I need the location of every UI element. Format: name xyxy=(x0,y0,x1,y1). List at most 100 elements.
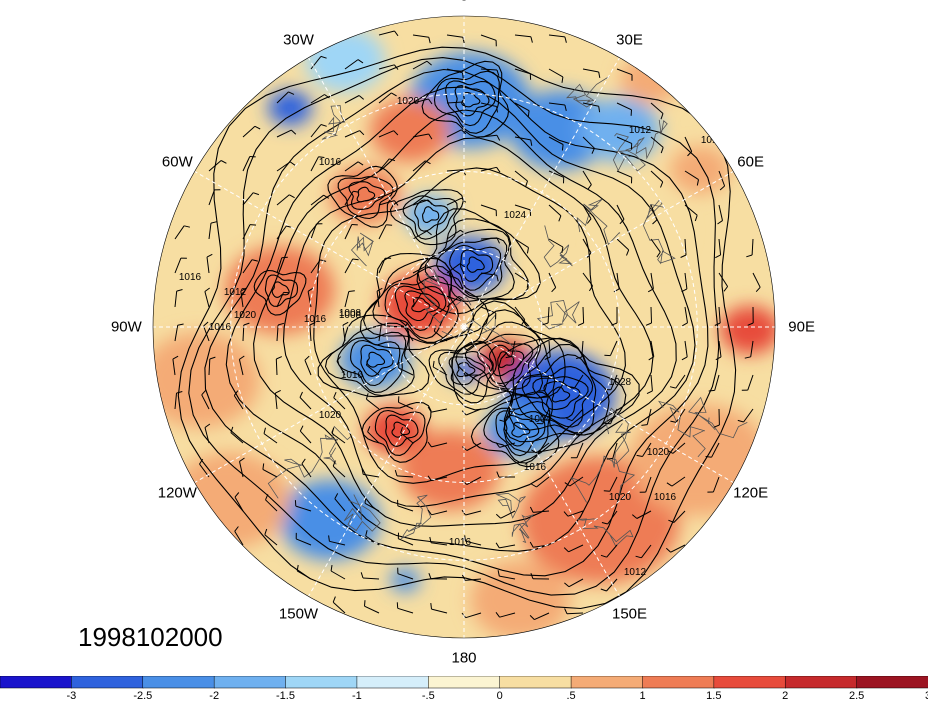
wind-barb xyxy=(606,544,618,558)
wind-barb xyxy=(378,130,394,138)
wind-barb xyxy=(582,170,592,185)
wind-barb-feather xyxy=(460,129,467,135)
isobar xyxy=(271,281,290,298)
wind-barb xyxy=(514,136,531,141)
colorbar-swatch xyxy=(713,676,786,689)
wind-barb-feather xyxy=(376,287,383,292)
wind-barb xyxy=(714,374,720,391)
wind-barb xyxy=(242,224,251,240)
wind-barb-feather xyxy=(367,426,371,432)
wind-barb-feather xyxy=(249,224,257,226)
wind-barb xyxy=(310,156,319,172)
wind-barb xyxy=(208,160,222,172)
wind-barb xyxy=(432,366,448,376)
coastline xyxy=(616,119,668,160)
isobar xyxy=(348,181,386,210)
parallel xyxy=(385,248,543,406)
wind-barb xyxy=(304,360,312,376)
wind-barb-feather xyxy=(358,95,365,100)
wind-barb xyxy=(397,573,414,580)
contour-label: 1020 xyxy=(647,447,670,458)
wind-barb xyxy=(446,263,461,274)
wind-barb-feather xyxy=(426,230,432,236)
wind-barb xyxy=(544,374,550,391)
wind-barb-feather xyxy=(529,615,535,620)
isobar xyxy=(438,350,494,395)
wind-barb xyxy=(276,324,279,342)
wind-barb xyxy=(174,225,185,240)
wind-barb-feather xyxy=(645,322,652,326)
isobar xyxy=(253,269,307,316)
wind-barb-feather xyxy=(203,321,209,327)
colorbar-swatch xyxy=(213,676,287,689)
wind-barb-feather xyxy=(681,288,688,293)
wind-barb-feather xyxy=(309,322,316,326)
wind-barb xyxy=(238,359,244,376)
wind-barb-feather xyxy=(461,446,468,451)
wind-barb xyxy=(201,394,210,410)
wind-barb-feather xyxy=(307,287,314,292)
wind-barb-feather xyxy=(332,460,336,467)
wind-barb-feather xyxy=(462,101,466,108)
wind-barb-feather xyxy=(432,360,435,368)
wind-barb xyxy=(576,442,584,458)
wind-barb xyxy=(234,531,244,546)
wind-barb-feather xyxy=(525,180,528,187)
wind-barb-feather xyxy=(398,361,400,369)
wind-barb-feather xyxy=(234,492,240,498)
wind-barb xyxy=(499,612,516,618)
wind-barb-feather xyxy=(498,384,505,388)
anomaly-blob xyxy=(390,568,420,592)
coastline xyxy=(688,396,748,439)
wind-barb xyxy=(208,223,212,240)
anomaly-blob xyxy=(225,246,335,334)
wind-barb xyxy=(582,102,599,107)
wind-barb xyxy=(204,291,210,308)
wind-barb-feather xyxy=(666,482,673,487)
wind-barb xyxy=(511,340,516,357)
wind-barb-feather xyxy=(183,225,191,228)
wind-barb xyxy=(310,259,321,274)
anomaly-blob xyxy=(485,402,555,458)
wind-barb xyxy=(582,68,599,73)
wind-barb xyxy=(582,136,595,149)
wind-barb xyxy=(296,570,312,580)
wind-barb xyxy=(610,408,618,424)
wind-barb-feather xyxy=(239,355,245,360)
isobar xyxy=(424,228,515,300)
coastline xyxy=(570,423,631,503)
isobar xyxy=(532,376,589,419)
isobar xyxy=(317,314,430,398)
wind-barb xyxy=(276,225,287,240)
wind-barb-feather xyxy=(647,288,654,293)
wind-barb xyxy=(174,291,178,308)
wind-barb xyxy=(548,272,557,288)
coastline xyxy=(511,514,535,543)
wind-barb-feather xyxy=(529,541,534,548)
wind-barb-feather xyxy=(433,325,437,332)
wind-barb-feather xyxy=(357,59,364,64)
coastline xyxy=(536,300,580,330)
wind-barb xyxy=(616,68,633,76)
wind-barb-feather xyxy=(551,287,557,293)
wind-barb-feather xyxy=(561,246,564,253)
wind-barb-feather xyxy=(206,253,213,258)
wind-barb xyxy=(569,476,584,487)
anomaly-blob xyxy=(153,332,260,428)
isobar xyxy=(503,337,627,443)
wind-barb xyxy=(433,330,448,342)
lon-label-8: 150W xyxy=(278,605,319,623)
colorbar-swatch xyxy=(570,676,644,689)
wind-barb xyxy=(330,570,346,580)
wind-barb xyxy=(412,60,428,70)
wind-barb xyxy=(398,538,414,546)
isobar xyxy=(497,337,640,453)
wind-barb-feather xyxy=(636,454,643,457)
wind-barb xyxy=(344,258,354,274)
wind-barb-feather xyxy=(336,356,341,362)
wind-barb xyxy=(446,34,463,38)
wind-barb xyxy=(743,408,754,423)
wind-barb xyxy=(274,393,278,410)
lon-label-0: 90E xyxy=(788,318,815,336)
wind-barb-feather xyxy=(723,286,728,292)
